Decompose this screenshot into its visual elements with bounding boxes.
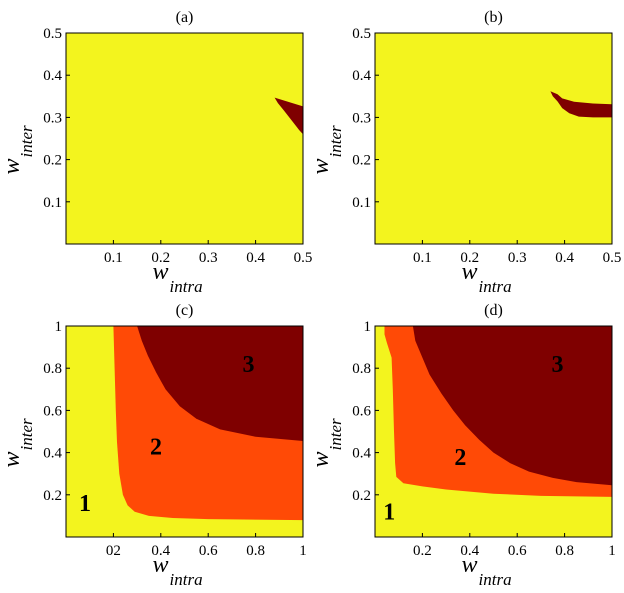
panel-title: (d) — [484, 302, 503, 319]
y-tick-label: 0.2 — [43, 153, 62, 169]
region-darkred-1 — [137, 326, 303, 441]
x-axis-label: wintra — [153, 552, 203, 589]
y-tick-label: 0.3 — [43, 110, 62, 126]
region-number-label: 1 — [383, 500, 395, 526]
y-axis-label: winter — [0, 418, 36, 468]
region-number-label: 2 — [454, 445, 466, 471]
y-tick-label: 0.4 — [43, 68, 62, 84]
y-tick-label: 0.2 — [352, 488, 371, 504]
x-tick-label: 0.2 — [413, 543, 432, 559]
y-axis-label: winter — [308, 418, 345, 468]
y-axis-label: winter — [0, 125, 36, 175]
y-tick-label: 0.4 — [352, 446, 371, 462]
x-tick-label: 0.6 — [199, 543, 218, 559]
plot-frame — [65, 32, 304, 245]
region-number-label: 2 — [150, 434, 162, 460]
x-axis-label: wintra — [462, 552, 512, 589]
panel-d: 0.2 0.4 0.6 0.8 1 0.2 0.4 0.6 0.8 1 (d) wintra winte… — [308, 302, 616, 589]
y-tick-label: 0.4 — [352, 68, 371, 84]
x-tick-label: 0.8 — [555, 543, 574, 559]
panel-c: 02 0.4 0.6 0.8 1 0.2 0.4 0.6 0.8 1 (c) wintra winter… — [0, 302, 307, 589]
y-tick-label: 0.4 — [43, 446, 62, 462]
x-tick-label: 0.4 — [555, 250, 574, 266]
region-darkred-0 — [274, 97, 303, 135]
x-axis-label: wintra — [462, 259, 512, 296]
y-tick-label: 0.2 — [43, 488, 62, 504]
y-tick-label: 0.1 — [352, 195, 371, 211]
x-axis-label: wintra — [153, 259, 203, 296]
region-number-label: 1 — [79, 491, 91, 517]
x-tick-label: 0.6 — [508, 543, 527, 559]
y-tick-label: 0.5 — [43, 26, 62, 42]
plot-frame — [374, 325, 613, 538]
x-tick-label: 0.2 — [151, 250, 170, 266]
x-tick-label: 02 — [106, 543, 121, 559]
y-tick-label: 0.1 — [43, 195, 62, 211]
panel-title: (c) — [176, 302, 194, 319]
region-background — [375, 33, 612, 244]
y-tick-label: 1 — [364, 319, 372, 335]
x-tick-label: 0.8 — [246, 543, 265, 559]
plot-frame — [374, 32, 613, 245]
x-tick-label: 0.5 — [294, 250, 313, 266]
x-tick-label: 1 — [608, 543, 616, 559]
y-tick-label: 0.2 — [352, 153, 371, 169]
y-tick-label: 0.6 — [43, 403, 62, 419]
plot-frame — [65, 325, 304, 538]
region-darkred-0 — [550, 91, 612, 118]
x-tick-label: 0.3 — [199, 250, 218, 266]
y-tick-label: 0.6 — [352, 403, 371, 419]
x-tick-label: 0.1 — [413, 250, 432, 266]
y-tick-label: 0.8 — [352, 361, 371, 377]
panel-b: 0.1 0.2 0.3 0.4 0.5 0.1 0.2 0.3 0.4 0.5 (b) wintra w… — [308, 9, 621, 296]
region-number-label: 3 — [551, 352, 563, 378]
panel-a: 0.1 0.2 0.3 0.4 0.5 0.1 0.2 0.3 0.4 0.5 (a) wintra w… — [0, 9, 312, 296]
y-axis-label: winter — [308, 125, 345, 175]
region-background — [66, 33, 303, 244]
x-tick-label: 0.4 — [246, 250, 265, 266]
panel-title: (a) — [176, 9, 194, 26]
region-number-label: 3 — [242, 352, 254, 378]
y-tick-label: 1 — [55, 319, 63, 335]
x-tick-label: 0.4 — [460, 543, 479, 559]
y-tick-label: 0.5 — [352, 26, 371, 42]
x-tick-label: 0.5 — [603, 250, 622, 266]
x-tick-label: 0.1 — [104, 250, 123, 266]
x-tick-label: 1 — [299, 543, 307, 559]
x-tick-label: 0.3 — [508, 250, 527, 266]
panel-title: (b) — [484, 9, 503, 26]
y-tick-label: 0.8 — [43, 361, 62, 377]
x-tick-label: 0.4 — [151, 543, 170, 559]
y-tick-label: 0.3 — [352, 110, 371, 126]
x-tick-label: 0.2 — [460, 250, 479, 266]
region-darkred-1 — [412, 326, 612, 486]
